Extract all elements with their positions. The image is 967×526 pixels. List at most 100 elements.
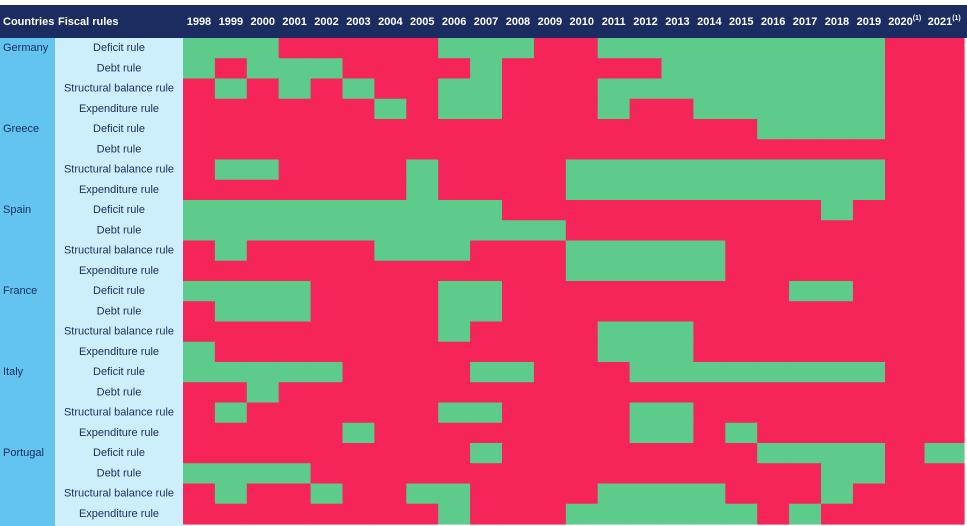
cell	[565, 179, 599, 201]
cell	[757, 463, 790, 485]
cell	[757, 321, 790, 343]
cell	[924, 179, 965, 201]
header-background	[0, 5, 967, 38]
cell	[183, 422, 216, 444]
cell	[406, 402, 439, 424]
cell	[183, 159, 216, 181]
cell	[342, 78, 375, 100]
cell	[183, 362, 216, 383]
cell	[821, 281, 854, 302]
cell	[629, 321, 663, 343]
cell	[885, 119, 926, 140]
cell	[597, 281, 631, 302]
cell	[183, 341, 216, 363]
cell	[789, 38, 822, 59]
cell	[406, 422, 439, 444]
cell	[183, 200, 216, 221]
cell	[406, 139, 439, 161]
cell	[246, 281, 280, 302]
cell	[757, 362, 790, 383]
cell	[565, 139, 599, 161]
cell	[725, 200, 758, 221]
rule-label: Deficit rule	[93, 366, 145, 378]
cell	[693, 38, 726, 59]
cell	[693, 200, 726, 221]
cell	[789, 503, 822, 525]
cell	[597, 179, 631, 201]
cell	[597, 362, 631, 383]
cell	[214, 362, 248, 383]
cell	[470, 362, 503, 383]
cell	[406, 58, 439, 80]
cell	[374, 483, 407, 505]
country-label: Portugal	[3, 447, 44, 459]
cell	[597, 159, 631, 181]
cell	[310, 139, 344, 161]
cell	[852, 159, 886, 181]
cell	[565, 402, 599, 424]
cell	[789, 362, 822, 383]
cell	[246, 78, 280, 100]
cell	[789, 220, 822, 242]
cell	[502, 341, 535, 363]
cell	[789, 260, 822, 282]
cell	[342, 159, 375, 181]
cell	[246, 139, 280, 161]
cell	[246, 341, 280, 363]
cell	[246, 382, 280, 404]
cell	[406, 200, 439, 221]
cell	[310, 382, 344, 404]
cell	[885, 159, 926, 181]
cell	[342, 301, 375, 323]
cell	[406, 78, 439, 100]
cell	[438, 321, 471, 343]
cell	[852, 321, 886, 343]
cell	[310, 301, 344, 323]
cell	[183, 220, 216, 242]
cell	[821, 341, 854, 363]
cell	[438, 220, 471, 242]
cell	[885, 503, 926, 525]
cell	[597, 463, 631, 485]
cell	[214, 78, 248, 100]
cell	[661, 159, 694, 181]
cell	[342, 422, 375, 444]
cell	[246, 240, 280, 262]
cell	[438, 98, 471, 120]
cell	[278, 463, 312, 485]
cell	[597, 422, 631, 444]
cell	[183, 321, 216, 343]
cell	[725, 422, 758, 444]
cell	[661, 240, 694, 262]
country-label: Greece	[3, 123, 39, 135]
year-header: 1998	[187, 16, 211, 28]
cell	[852, 301, 886, 323]
cell	[757, 139, 790, 161]
cell	[310, 220, 344, 242]
cell	[214, 179, 248, 201]
rule-label: Expenditure rule	[79, 508, 159, 520]
cell	[342, 341, 375, 363]
cell	[214, 281, 248, 302]
cell	[406, 260, 439, 282]
cell	[789, 98, 822, 120]
cell	[533, 179, 567, 201]
cell	[533, 362, 567, 383]
cell	[533, 98, 567, 120]
cell	[470, 422, 503, 444]
cell	[278, 98, 312, 120]
cell	[821, 463, 854, 485]
cell	[342, 240, 375, 262]
cell	[757, 483, 790, 505]
cell	[278, 240, 312, 262]
cell	[470, 341, 503, 363]
cell	[533, 422, 567, 444]
cell	[374, 159, 407, 181]
cell	[533, 483, 567, 505]
cell	[885, 179, 926, 201]
cell	[661, 78, 694, 100]
cell	[502, 220, 535, 242]
cell	[757, 220, 790, 242]
cell	[757, 281, 790, 302]
rule-label: Deficit rule	[93, 447, 145, 459]
